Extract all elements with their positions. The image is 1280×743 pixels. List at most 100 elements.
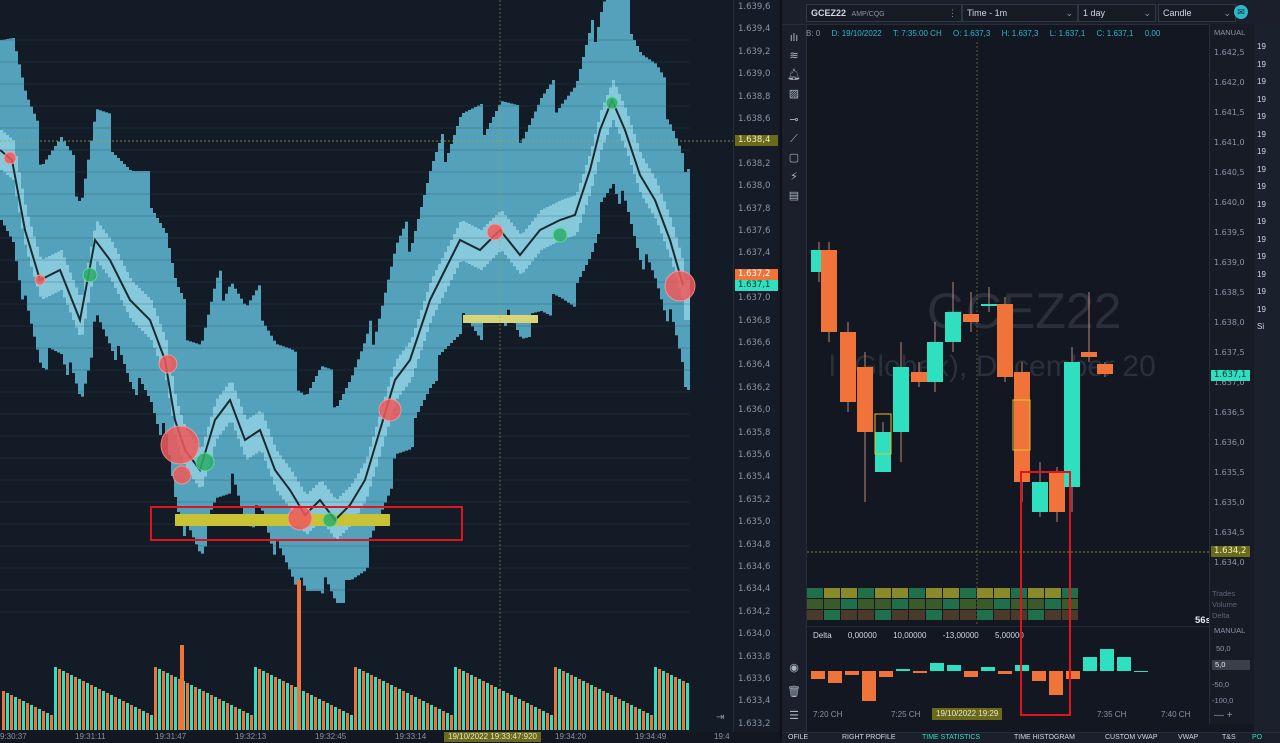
delta-bars-svg[interactable] — [807, 627, 1209, 709]
side-item[interactable]: 19 — [1257, 234, 1266, 244]
heatmap-column — [54, 146, 57, 351]
heatmap-column-core — [369, 446, 372, 487]
period-select[interactable]: 1 day ⌄ — [1078, 4, 1156, 22]
delta-axis-mode[interactable]: MANUAL — [1214, 626, 1246, 635]
heatmap-column — [537, 104, 540, 312]
bid-price-tag: 1.637,1 — [735, 280, 778, 291]
heatmap-canvas[interactable] — [0, 0, 733, 732]
heatmap-column-core — [426, 292, 429, 332]
heatmap-column-core — [588, 156, 591, 196]
period-value: 1 day — [1083, 8, 1106, 18]
volume-bar — [290, 685, 293, 730]
side-item[interactable]: 19 — [1257, 147, 1266, 156]
volume-bar — [482, 681, 485, 730]
tab-time-histogram[interactable]: TIME HISTOGRAM — [1014, 734, 1075, 741]
heatmap-column — [669, 124, 672, 310]
heatmap-column-core — [678, 247, 681, 288]
chart-toolbar: GCEZ22 AMP/CQG ⋮ Time - 1m ⌄ 1 day ⌄ Can… — [782, 0, 1280, 25]
heatmap-column-core — [132, 282, 135, 322]
heatmap-column — [483, 135, 486, 317]
volume-bar — [374, 677, 377, 730]
left-price-axis[interactable]: 1.639,6 1.639,4 1.639,2 1.639,0 1.638,8 1.638… — [733, 0, 779, 732]
delta-title: Delta — [813, 631, 832, 640]
price-tick: 1.636,5 — [1214, 408, 1245, 417]
price-tick: 1.634,0 — [1214, 558, 1245, 567]
heatmap-column — [132, 171, 135, 389]
time-label: 19:32:13 — [235, 732, 267, 741]
tab-tas[interactable]: T&S — [1222, 734, 1236, 741]
tab-po[interactable]: PO — [1252, 734, 1263, 741]
trend-line-icon[interactable]: ⟋ — [790, 133, 798, 145]
layers-icon[interactable]: ≋ — [789, 50, 799, 62]
heatmap-column — [207, 314, 210, 517]
heatmap-column-core — [156, 316, 159, 356]
timeframe-select[interactable]: Time - 1m ⌄ — [962, 4, 1078, 22]
volume-bar — [154, 667, 157, 730]
heatmap-column — [354, 367, 357, 578]
heatmap-column — [360, 351, 363, 574]
side-item[interactable]: 19 — [1257, 77, 1266, 86]
volume-bar — [518, 699, 521, 730]
side-item[interactable]: 19 — [1257, 129, 1266, 139]
side-item[interactable]: 19 — [1257, 59, 1266, 69]
heatmap-column — [117, 158, 120, 346]
side-item[interactable]: 19 — [1257, 287, 1266, 296]
eye-icon[interactable]: ◉ — [789, 662, 799, 674]
side-item[interactable]: 19 — [1257, 94, 1266, 104]
zoom-controls[interactable]: — + — [1214, 710, 1233, 721]
side-item[interactable]: 19 — [1257, 269, 1266, 279]
candle-chart-window: ▣ ılı ≋ 🔔︎ ▨ ⊸ ⟋ ▢ ⚡︎ ▤ ◉ 🗑︎ ☰ GCEZ22 AM… — [780, 0, 1280, 743]
rectangle-icon[interactable]: ▢ — [788, 152, 800, 164]
side-item[interactable]: 19 — [1257, 42, 1266, 51]
indicators-icon[interactable]: ılı — [789, 32, 799, 44]
tab-vwap[interactable]: VWAP — [1178, 734, 1199, 741]
side-item[interactable]: 19 — [1257, 182, 1266, 191]
right-time-axis[interactable]: 7:20 CH 7:25 CH 19/10/2022 19:29 7:35 CH… — [807, 708, 1209, 722]
heatmap-chart[interactable] — [0, 0, 733, 732]
candle-plot-area[interactable]: GCEZ22 l (Globex), December 20 56s — [807, 42, 1211, 626]
heatmap-column-core — [153, 308, 156, 348]
side-item[interactable]: 19 — [1257, 164, 1266, 174]
volume-bar — [238, 709, 241, 730]
side-panel-strip[interactable]: 19 19 19 19 19 19 19 19 19 19 19 19 19 19 19 19 Si — [1254, 24, 1280, 742]
tab-custom-vwap[interactable]: CUSTOM VWAP — [1105, 734, 1158, 741]
delta-indicator-pane[interactable]: Delta 0,00000 10,00000 -13,00000 5,00000 — [807, 626, 1209, 709]
volume-bar — [554, 667, 557, 730]
heatmap-column — [183, 299, 186, 536]
volume-bar — [534, 707, 537, 730]
magic-wand-icon[interactable]: ⚡︎ — [790, 171, 798, 183]
left-time-axis[interactable]: 9:30:37 19:31:11 19:31:47 19:32:13 19:32… — [0, 732, 778, 742]
side-item[interactable]: 19 — [1257, 199, 1266, 209]
side-item[interactable]: 19 — [1257, 217, 1266, 226]
tab-profile[interactable]: OFILE — [788, 734, 809, 741]
chart-type-select[interactable]: Candle ⌄ — [1158, 4, 1236, 22]
side-item[interactable]: Si — [1257, 322, 1265, 331]
side-item[interactable]: 19 — [1257, 304, 1266, 314]
scroll-to-end-icon[interactable]: ⇥ — [716, 712, 725, 723]
volume-bar — [206, 693, 209, 730]
tab-right-profile[interactable]: RIGHT PROFILE — [842, 734, 896, 741]
horizontal-line-icon[interactable]: ⊸ — [789, 114, 799, 126]
right-price-axis[interactable]: MANUAL 1.642,5 1.642,0 1.641,5 1.641,0 1.640… — [1209, 24, 1254, 724]
tab-time-statistics[interactable]: TIME STATISTICS — [922, 734, 981, 741]
heatmap-column-core — [432, 276, 435, 316]
symbol-selector[interactable]: GCEZ22 AMP/CQG ⋮ — [806, 4, 962, 22]
heatmap-column-core — [363, 463, 366, 504]
template-icon[interactable]: ▤ — [788, 190, 800, 202]
alert-bell-icon[interactable]: 🔔︎ — [787, 69, 801, 81]
axis-mode-label[interactable]: MANUAL — [1214, 28, 1246, 37]
side-item[interactable]: 19 — [1257, 112, 1266, 121]
heatmap-column — [18, 64, 21, 281]
side-item[interactable]: 19 — [1257, 252, 1266, 261]
cluster-cell — [824, 599, 840, 609]
heatmap-column — [582, 57, 585, 271]
chat-icon[interactable]: ✉ — [1234, 5, 1248, 19]
candles-svg[interactable] — [807, 42, 1209, 624]
heatmap-column-core — [273, 444, 276, 485]
heatmap-column — [51, 150, 54, 350]
menu-icon[interactable]: ☰ — [789, 710, 799, 722]
delta-value: 5,00000 — [994, 631, 1024, 640]
volume-bar — [14, 697, 17, 730]
brush-icon[interactable]: ▨ — [788, 88, 800, 100]
trash-icon[interactable]: 🗑︎ — [787, 686, 801, 698]
